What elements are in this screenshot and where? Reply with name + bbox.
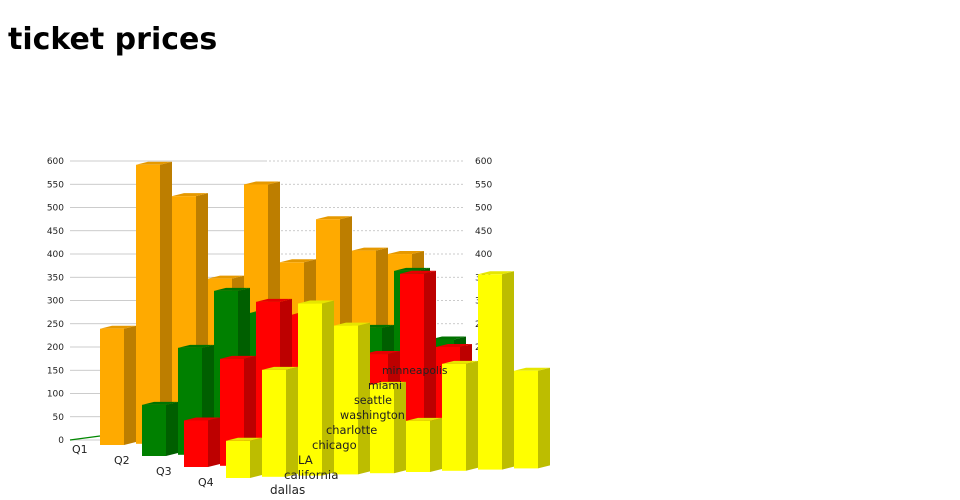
series-label-Q3: Q3 <box>156 465 172 478</box>
bar-top <box>400 270 436 274</box>
y-tick-label-right: 450 <box>475 227 492 237</box>
bar-side <box>166 401 178 456</box>
y-tick-label-right: 600 <box>475 157 492 167</box>
y-tick-label-left: 150 <box>47 366 64 376</box>
bar-side <box>430 417 442 472</box>
y-tick-label-left: 350 <box>47 273 64 283</box>
bar-top <box>406 417 442 421</box>
bar-Q3-dallas <box>184 420 208 467</box>
bar-top <box>388 251 424 255</box>
bar-top <box>100 325 136 329</box>
y-tick-label-left: 400 <box>47 250 64 260</box>
bar-top <box>436 344 472 347</box>
bar-side <box>538 367 550 469</box>
bar-top <box>262 366 298 370</box>
bar-top <box>364 351 400 355</box>
y-tick-label-left: 600 <box>47 157 64 167</box>
category-label-charlotte: charlotte <box>326 423 377 437</box>
bar-top <box>370 381 406 385</box>
bar-top <box>178 344 214 348</box>
bar-Q4-seattle <box>442 363 466 471</box>
category-label-chicago: chicago <box>312 438 357 452</box>
y-tick-label-left: 300 <box>47 297 64 307</box>
bar-side <box>358 322 370 475</box>
y-tick-label-left: 100 <box>47 390 64 400</box>
bar-side <box>208 417 220 467</box>
y-tick-label-left: 0 <box>58 436 64 446</box>
y-tick-label-right: 400 <box>475 250 492 260</box>
bar-Q4-miami <box>478 274 502 470</box>
bar-top <box>172 193 208 197</box>
category-label-washington: washington <box>340 409 405 422</box>
bar-Q4-dallas <box>226 440 250 478</box>
bar-top <box>394 267 430 271</box>
bar-side <box>466 360 478 471</box>
category-label-california: california <box>284 468 338 482</box>
y-tick-label-left: 200 <box>47 343 64 353</box>
y-tick-label-left: 450 <box>47 227 64 237</box>
bar-top <box>352 247 388 251</box>
bar-top <box>334 322 370 326</box>
bar-top <box>280 259 316 263</box>
bar-top <box>244 181 280 185</box>
x-axis-line <box>69 435 101 441</box>
bar-top <box>226 437 262 441</box>
bar-top <box>316 216 352 220</box>
bar-Q4-washington <box>406 420 430 472</box>
y-tick-label-left: 250 <box>47 320 64 330</box>
category-label-dallas: dallas <box>270 483 305 497</box>
bar-top <box>142 401 178 405</box>
y-tick-label-right: 500 <box>475 204 492 214</box>
category-label-LA: LA <box>298 453 313 467</box>
bar-Q2-dallas <box>142 404 166 456</box>
bar-top <box>430 336 466 340</box>
bar-Q4-charlotte <box>370 384 394 474</box>
bar-side <box>424 270 436 460</box>
bar-top <box>208 275 244 279</box>
bar-top <box>136 161 172 165</box>
bar-side <box>394 381 406 474</box>
bar-Q4-california <box>262 369 286 477</box>
series-label-Q4: Q4 <box>198 476 214 489</box>
y-tick-label-left: 50 <box>53 413 65 423</box>
bar-top <box>442 360 478 364</box>
bar-top <box>184 417 220 421</box>
bar-side <box>124 325 136 445</box>
bar-top <box>514 367 550 371</box>
bar-Q4-chicago <box>334 325 358 475</box>
bar-side <box>250 437 262 478</box>
bar-top <box>220 355 256 359</box>
bar-top <box>256 298 292 302</box>
series-label-Q1: Q1 <box>72 443 88 456</box>
bar-Q4-LA <box>298 303 322 476</box>
category-label-seattle: seattle <box>354 394 392 407</box>
category-label-miami: miami <box>368 379 402 392</box>
y-tick-label-left: 500 <box>47 204 64 214</box>
page-title: ticket prices <box>8 22 218 57</box>
bar-Q1-california <box>136 164 160 444</box>
bar-top <box>214 287 250 291</box>
bar-Q4-minneapolis <box>514 370 538 469</box>
bar-side <box>286 366 298 477</box>
bar-side <box>322 300 334 476</box>
series-label-Q2: Q2 <box>114 454 130 467</box>
bar-top <box>298 300 334 304</box>
bar-top <box>478 271 514 275</box>
bar-side <box>160 161 172 444</box>
bar-side <box>502 271 514 470</box>
y-tick-label-left: 550 <box>47 180 64 190</box>
bar-Q1-dallas <box>100 328 124 445</box>
category-label-minneapolis: minneapolis <box>382 364 448 377</box>
y-tick-label-right: 550 <box>475 180 492 190</box>
